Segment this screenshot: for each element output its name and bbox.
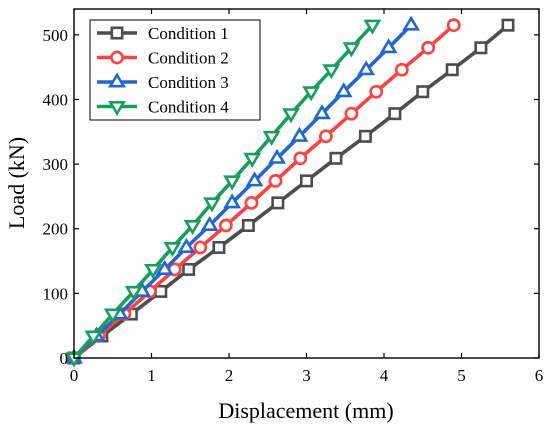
series-4: [65, 19, 382, 368]
data-point: [329, 151, 343, 165]
data-point: [357, 60, 376, 76]
x-tick-label: 3: [302, 366, 311, 385]
data-point: [342, 42, 361, 58]
data-point: [302, 86, 321, 102]
legend-marker: [108, 72, 126, 88]
data-point: [299, 174, 313, 188]
data-point: [318, 129, 333, 144]
data-point: [268, 174, 283, 188]
data-point: [268, 148, 286, 164]
data-point: [183, 220, 202, 236]
data-point: [177, 237, 196, 253]
data-point: [244, 195, 259, 210]
series-line-4: [72, 23, 374, 360]
legend-item-3: Condition 3: [97, 72, 229, 92]
data-point: [243, 152, 262, 168]
legend-label: Condition 4: [148, 98, 229, 117]
data-point: [388, 107, 402, 121]
y-tick-label: 100: [43, 284, 69, 303]
data-point: [84, 330, 103, 346]
data-point: [290, 126, 309, 142]
data-point: [154, 284, 168, 298]
legend-item-2: Condition 2: [97, 49, 229, 68]
x-tick-label: 0: [70, 366, 79, 385]
y-tick-label: 200: [43, 220, 69, 239]
data-point: [245, 171, 264, 187]
data-point: [474, 41, 488, 55]
data-point: [200, 215, 219, 232]
x-tick-label: 2: [225, 366, 234, 385]
series-1: [67, 18, 515, 365]
series-line-3: [72, 23, 413, 360]
y-tick-label: 300: [43, 155, 69, 174]
y-tick-label: 500: [43, 26, 69, 45]
legend-item-1: Condition 1: [97, 24, 229, 43]
data-point: [144, 263, 162, 280]
data-point: [446, 18, 461, 33]
legend-label: Condition 2: [148, 49, 229, 68]
data-point: [212, 240, 226, 254]
data-point: [445, 63, 459, 77]
data-point: [193, 240, 208, 255]
data-point: [282, 108, 300, 124]
data-point: [334, 82, 353, 98]
data-point: [344, 106, 359, 121]
x-tick-label: 5: [457, 366, 466, 385]
data-point: [402, 15, 421, 31]
y-tick-label: 400: [43, 90, 69, 109]
y-axis-title: Load (kN): [4, 137, 29, 229]
data-point: [416, 85, 430, 99]
legend-label: Condition 3: [148, 73, 229, 92]
legend-item-4: Condition 4: [97, 98, 229, 117]
legend-marker: [110, 50, 124, 65]
x-axis-title: Displacement (mm): [218, 398, 393, 423]
legend-marker: [108, 101, 126, 117]
series-line-2: [72, 23, 455, 360]
data-point: [241, 219, 255, 233]
x-tick-label: 1: [147, 366, 156, 385]
data-point: [182, 262, 196, 276]
data-point: [271, 196, 285, 210]
data-point: [223, 193, 242, 209]
data-point: [103, 308, 122, 324]
legend-marker: [110, 26, 124, 40]
data-point: [163, 241, 182, 258]
data-point: [313, 104, 331, 120]
legend-label: Condition 1: [148, 24, 229, 43]
data-point: [262, 130, 281, 146]
data-point: [394, 62, 409, 77]
data-point: [421, 40, 436, 55]
legend: Condition 1 Condition 2 Condition 3 Conditi…: [89, 19, 261, 121]
x-tick-label: 6: [535, 366, 544, 385]
y-tick-label: 0: [60, 349, 69, 368]
data-point: [218, 218, 233, 233]
data-point: [203, 197, 221, 213]
series-line-1: [72, 23, 510, 360]
data-point: [363, 19, 382, 35]
axis-ticks: 0 1 2 3 4 5 6 0 100 200 300 400 500: [43, 9, 544, 385]
data-point: [501, 18, 515, 32]
data-point: [155, 259, 174, 275]
data-point: [379, 38, 398, 54]
plot-area: [65, 15, 515, 368]
data-point: [223, 175, 242, 191]
data-point: [358, 129, 372, 143]
data-point: [293, 151, 308, 166]
data-point: [322, 64, 341, 80]
data-point: [124, 285, 143, 301]
x-tick-label: 4: [380, 366, 389, 385]
data-point: [369, 84, 384, 99]
